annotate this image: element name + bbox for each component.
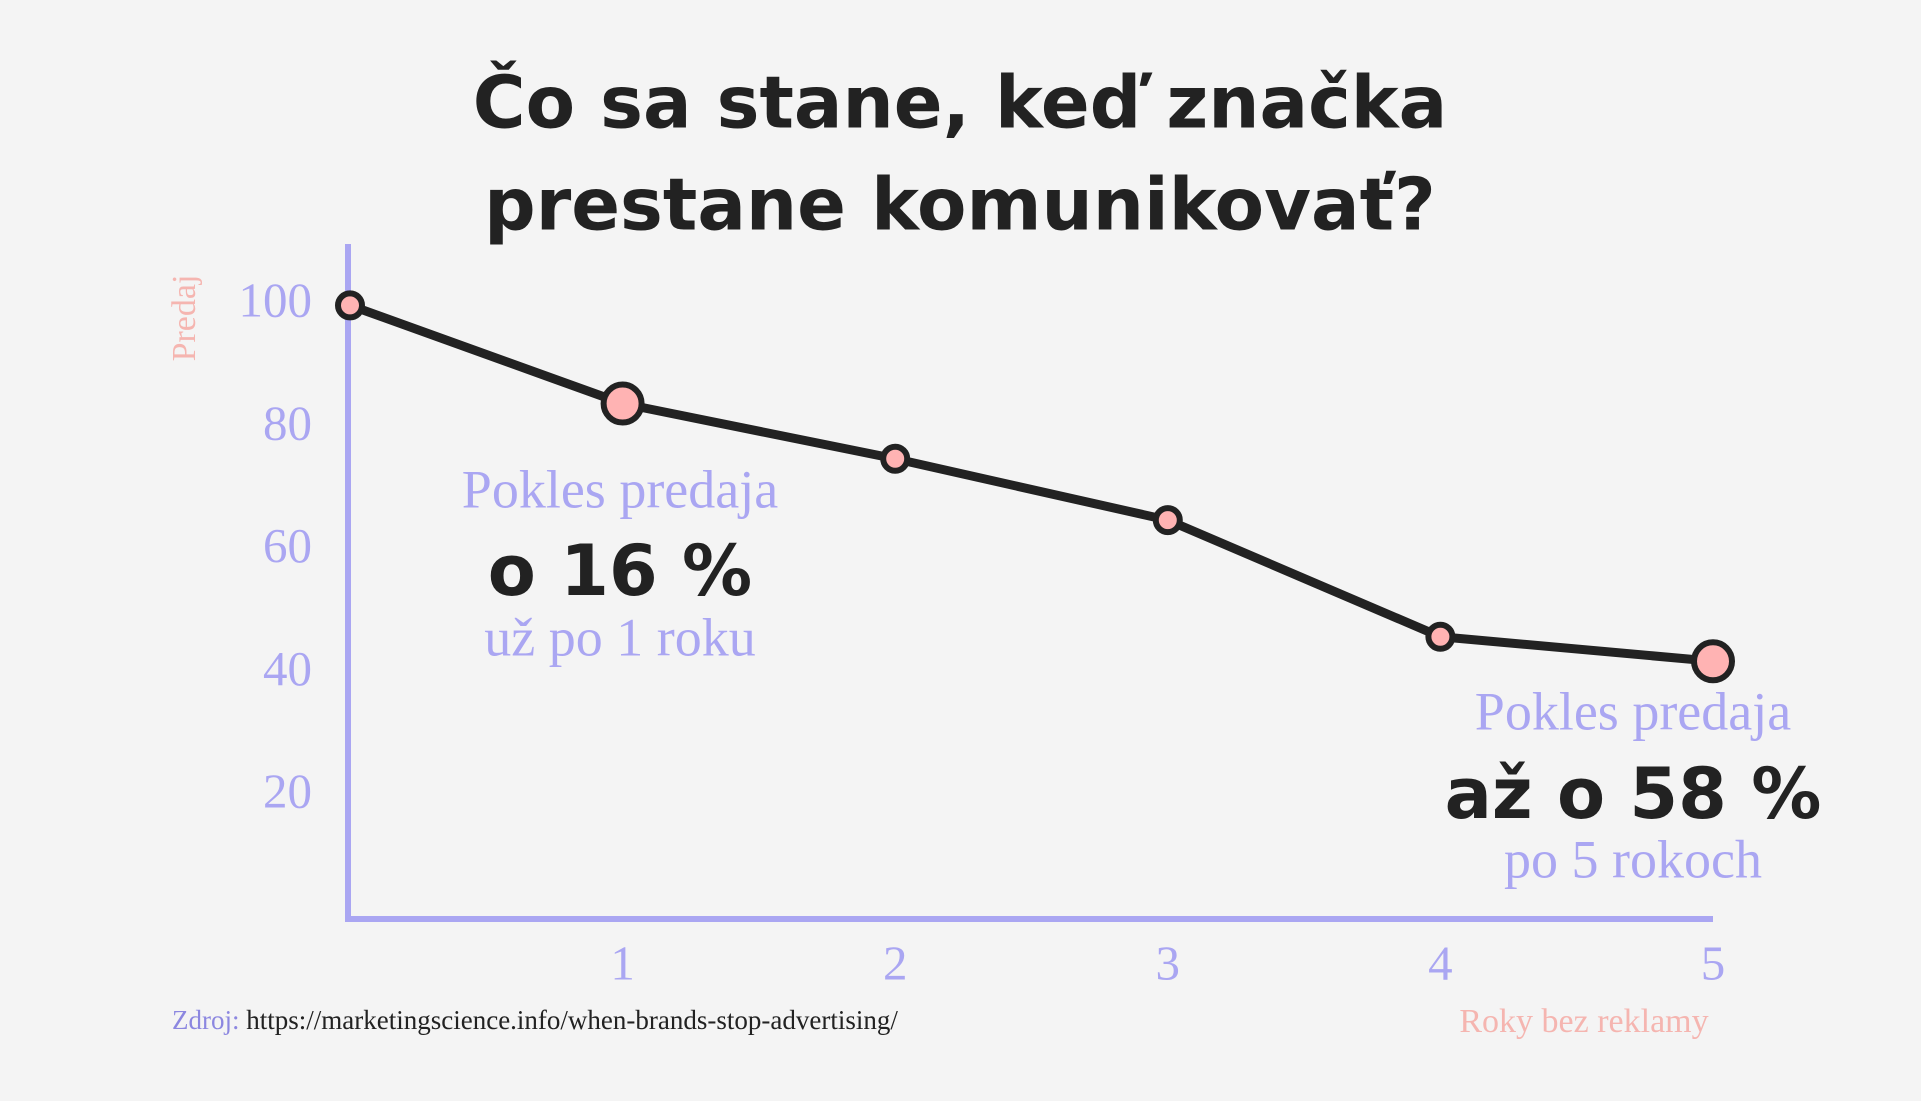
point <box>600 381 645 426</box>
chart-title: Čo sa stane, keď značka <box>473 61 1448 145</box>
point <box>1691 639 1735 684</box>
y-tick-label: 20 <box>263 764 312 819</box>
point <box>880 443 911 474</box>
source: Zdroj: https://marketingscience.info/whe… <box>172 1005 898 1035</box>
annotation-text: Pokles predaja <box>1475 681 1791 741</box>
source-url: https://marketingscience.info/when-brand… <box>246 1005 898 1035</box>
source-label: Zdroj: <box>172 1005 240 1035</box>
annotation-value: o 16 % <box>488 530 752 612</box>
x-tick-label: 5 <box>1701 935 1726 990</box>
x-tick-label: 3 <box>1156 935 1181 990</box>
line <box>348 301 1714 666</box>
point <box>335 290 365 321</box>
point <box>1152 505 1183 536</box>
x-tick-label: 2 <box>883 935 908 990</box>
chart-title: prestane komunikovať? <box>484 163 1436 247</box>
annotation-text: Pokles predaja <box>462 459 778 519</box>
x-tick-label: 1 <box>610 935 635 990</box>
y-tick-label: 100 <box>239 273 313 328</box>
y-axis-label: Predaj <box>166 275 203 362</box>
point <box>1425 621 1456 652</box>
annotation-value: až o 58 % <box>1445 753 1822 835</box>
y-tick-label: 40 <box>263 641 312 696</box>
x-tick-label: 4 <box>1428 935 1453 990</box>
annotation-text: už po 1 roku <box>484 607 755 667</box>
y-tick-label: 60 <box>263 518 312 573</box>
y-tick-label: 80 <box>263 395 312 450</box>
annotation-text: po 5 rokoch <box>1504 829 1762 889</box>
x-axis-label: Roky bez reklamy <box>1459 1003 1708 1040</box>
